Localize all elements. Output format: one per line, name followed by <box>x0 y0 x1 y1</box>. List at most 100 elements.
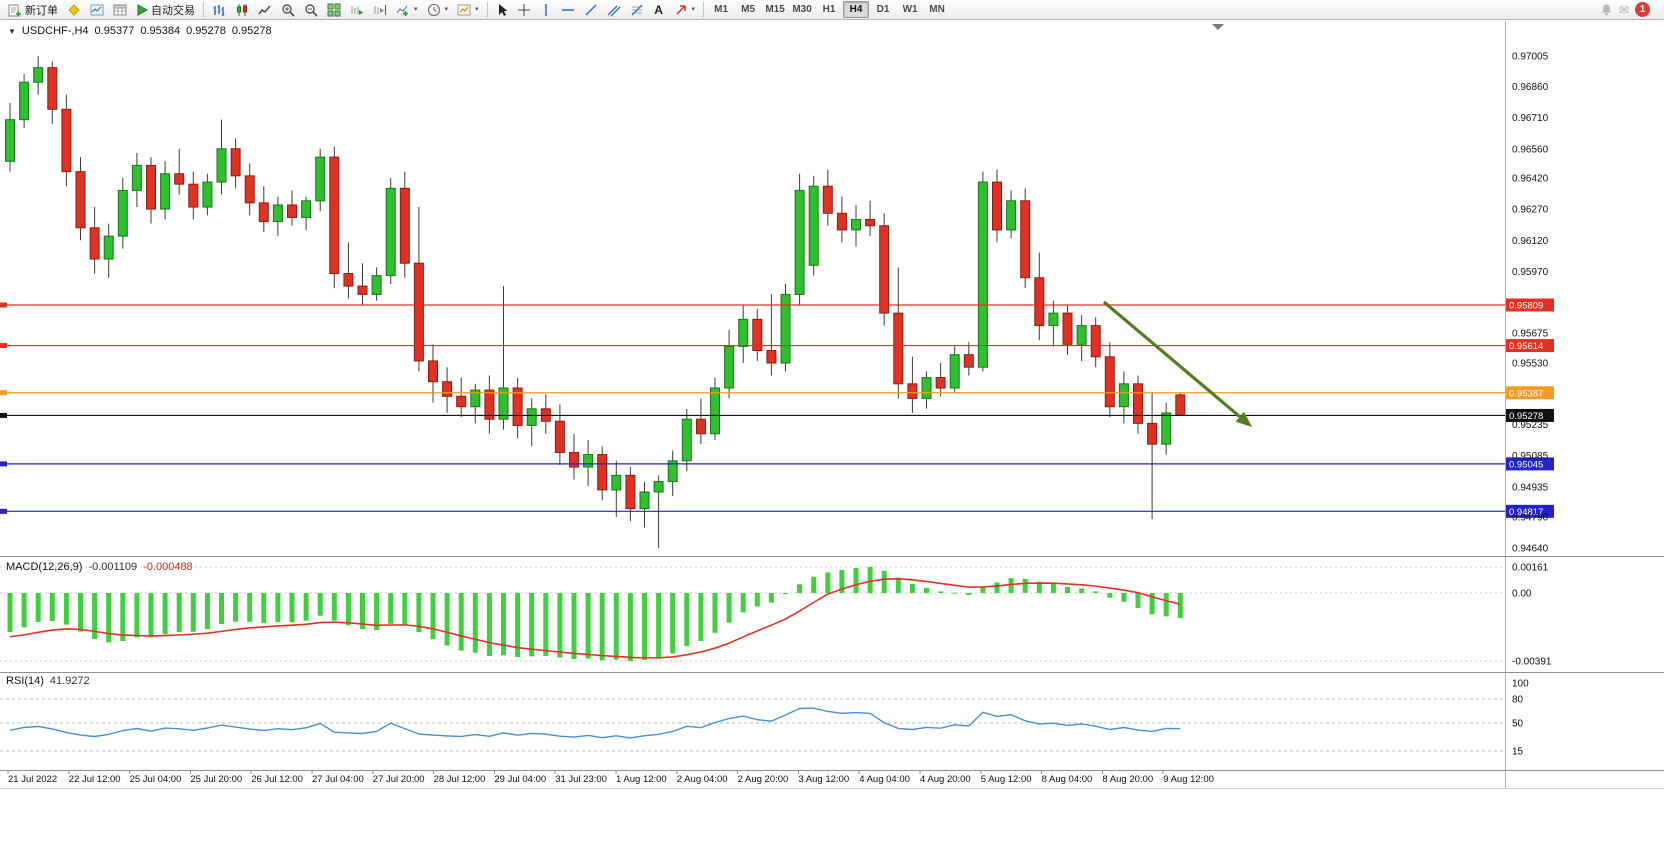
time-axis-label: 27 Jul 04:00 <box>312 774 364 785</box>
fibonacci-button[interactable] <box>626 1 648 19</box>
toolbar-separator <box>203 2 204 17</box>
new-order-icon <box>8 4 21 16</box>
macd-histogram-bar <box>331 593 337 621</box>
candlestick <box>329 146 340 289</box>
chart-menu-icon[interactable]: ▼ <box>8 27 16 36</box>
price-line-badge[interactable]: 0.95614 <box>1506 339 1554 353</box>
price-line-badge[interactable]: 0.95045 <box>1506 457 1554 471</box>
macd-signal-value: -0.000488 <box>143 561 193 573</box>
line-left-marker <box>0 461 7 467</box>
new-order-button[interactable]: 新订单 <box>4 1 62 19</box>
price-line-badge[interactable]: 0.94817 <box>1506 504 1554 518</box>
crosshair-button[interactable] <box>513 1 535 19</box>
candlestick <box>597 446 608 501</box>
candlestick <box>836 196 847 243</box>
timeframe-button-m5[interactable]: M5 <box>741 4 756 15</box>
rsi-pane[interactable] <box>0 698 1505 752</box>
time-axis-label: 5 Aug 12:00 <box>981 774 1032 785</box>
main-chart-header: ▼ USDCHF-,H4 0.95377 0.95384 0.95278 0.9… <box>8 25 272 37</box>
time-axis-label: 26 Jul 12:00 <box>251 774 303 785</box>
chart-shift-marker[interactable] <box>1212 24 1224 30</box>
metaeditor-button[interactable] <box>63 1 85 19</box>
periods-clock-icon <box>427 3 440 16</box>
candlestick <box>1118 371 1129 424</box>
indicators-button[interactable]: ▾ <box>392 1 422 19</box>
text-tool-icon: A <box>654 2 663 17</box>
zoom-out-button[interactable] <box>300 1 322 19</box>
zoom-in-button[interactable] <box>277 1 299 19</box>
text-tool-button[interactable]: A <box>649 1 669 19</box>
candlestick <box>1147 392 1158 520</box>
time-axis-label: 28 Jul 12:00 <box>434 774 486 785</box>
envelope-icon[interactable]: ✉ <box>1618 2 1629 17</box>
channel-button[interactable] <box>603 1 625 19</box>
price-axis-label: 0.96560 <box>1512 144 1549 155</box>
vertical-line-icon <box>544 3 547 16</box>
timeframe-button-h4[interactable]: H4 <box>843 1 870 18</box>
macd-histogram-bar <box>797 584 803 593</box>
market-watch-button[interactable] <box>86 1 108 19</box>
price-line-badge[interactable]: 0.95278 <box>1506 408 1554 422</box>
trend-arrow[interactable] <box>1102 300 1252 427</box>
candlestick <box>865 200 876 237</box>
timeframe-button-w1[interactable]: W1 <box>902 4 918 15</box>
time-axis-label: 25 Jul 20:00 <box>190 774 242 785</box>
autotrading-label: 自动交易 <box>151 4 195 17</box>
templates-button[interactable]: ▾ <box>453 1 483 19</box>
autotrading-button[interactable]: 自动交易 <box>132 1 199 19</box>
line-chart-button[interactable] <box>254 1 276 19</box>
rsi-axis-label: 100 <box>1512 679 1529 690</box>
price-axis[interactable]: 0.95809 0.95614 0.95387 0.95278 0.95045 0.948… <box>1505 21 1555 788</box>
arrows-tool-button[interactable]: ▾ <box>670 1 700 19</box>
macd-histogram-bar <box>585 593 591 659</box>
timeframe-button-m1[interactable]: M1 <box>714 4 729 15</box>
macd-axis-label: -0.00391 <box>1512 657 1552 668</box>
periods-button[interactable]: ▾ <box>423 1 453 19</box>
price-axis-label: 0.94935 <box>1512 482 1549 493</box>
horizontal-line-button[interactable] <box>557 1 579 19</box>
main-price-pane[interactable] <box>0 24 1505 549</box>
symbol-title: USDCHF-,H4 <box>21 25 89 37</box>
candlestick <box>710 377 720 440</box>
notification-badge[interactable]: 1 <box>1635 2 1650 17</box>
candlestick <box>1034 252 1045 341</box>
bar-chart-button[interactable] <box>208 1 230 19</box>
vertical-line-button[interactable] <box>536 1 556 19</box>
timeframe-button-m15[interactable]: M15 <box>765 4 785 15</box>
candlestick <box>1006 190 1017 239</box>
time-axis-label: 8 Aug 20:00 <box>1102 774 1153 785</box>
price-axis-label: 0.95970 <box>1512 267 1549 278</box>
candlestick-chart-button[interactable] <box>231 1 253 19</box>
macd-histogram-bar <box>21 593 27 628</box>
macd-histogram-bar <box>1008 578 1014 593</box>
timeframe-button-h1[interactable]: H1 <box>822 4 836 15</box>
time-axis-label: 9 Aug 12:00 <box>1163 774 1214 785</box>
macd-histogram-bar <box>825 572 831 593</box>
autotrading-icon <box>137 3 148 16</box>
macd-pane[interactable] <box>0 566 1505 662</box>
cursor-button[interactable] <box>492 1 512 19</box>
price-line-badge[interactable]: 0.95809 <box>1506 298 1554 312</box>
macd-histogram-bar <box>740 593 746 613</box>
timeframe-button-mn[interactable]: MN <box>929 4 945 15</box>
macd-histogram-bar <box>994 582 1000 593</box>
macd-histogram-bar <box>78 593 83 632</box>
auto-scroll-button[interactable] <box>346 1 368 19</box>
candlestick <box>287 190 297 226</box>
macd-histogram-bar <box>811 576 817 593</box>
price-line-badge[interactable]: 0.95387 <box>1506 386 1554 400</box>
macd-histogram-bar <box>1107 593 1113 598</box>
chart-shift-button[interactable] <box>369 1 391 19</box>
tile-windows-button[interactable] <box>323 1 345 19</box>
data-window-button[interactable] <box>109 1 131 19</box>
time-axis[interactable]: 21 Jul 2022 22 Jul 12:00 25 Jul 04:00 25 Ju… <box>7 771 1214 785</box>
bell-icon[interactable] <box>1600 3 1613 16</box>
timeframe-button-d1[interactable]: D1 <box>876 4 890 15</box>
candlestick <box>977 171 988 372</box>
timeframe-button-m30[interactable]: M30 <box>792 4 812 15</box>
trendline-button[interactable] <box>580 1 602 19</box>
candlestick <box>399 171 410 278</box>
dropdown-caret-icon: ▾ <box>691 6 696 13</box>
toolbar-right: ✉ 1 <box>1600 2 1660 17</box>
